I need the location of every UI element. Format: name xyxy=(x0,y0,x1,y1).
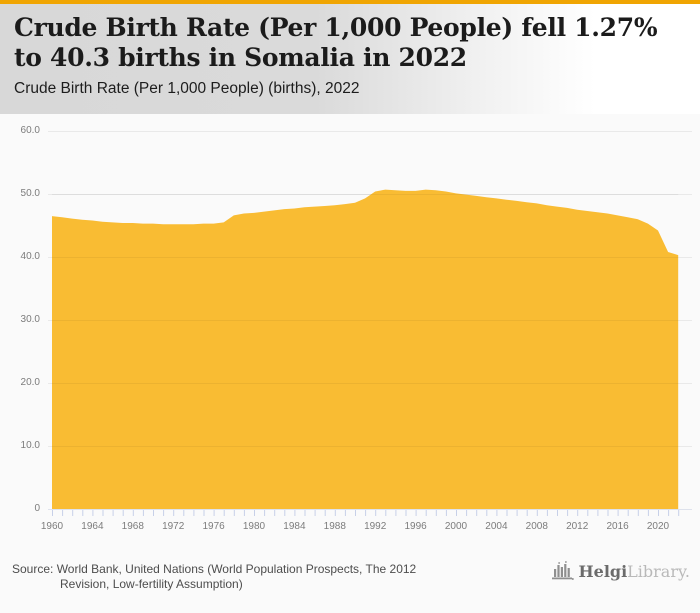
helgi-building-icon xyxy=(551,561,574,580)
area-plot xyxy=(48,131,692,516)
x-axis-tick-label: 1964 xyxy=(81,521,104,532)
x-axis-tick-label: 2016 xyxy=(606,521,629,532)
chart-subtitle: Crude Birth Rate (Per 1,000 People) (bir… xyxy=(14,80,360,97)
x-axis-tick-label: 1996 xyxy=(404,521,427,532)
logo-text-helgi: Helgi xyxy=(578,561,628,581)
x-axis-tick-label: 2004 xyxy=(485,521,508,532)
area-series xyxy=(52,189,679,509)
source-line-2: Revision, Low-fertility Assumption) xyxy=(60,577,243,591)
x-axis-tick-label: 1992 xyxy=(364,521,387,532)
x-axis-tick-label: 1984 xyxy=(283,521,306,532)
x-axis-tick-label: 2012 xyxy=(566,521,589,532)
logo-text-library: Library. xyxy=(627,561,690,581)
x-axis-tick-label: 1980 xyxy=(242,521,266,532)
source-note: Source: World Bank, United Nations (Worl… xyxy=(12,562,512,592)
accent-top-bar xyxy=(0,0,700,4)
birth-rate-area-chart: 60.0 50.0 40.0 30.0 20.0 10.0 0 1960 1964 1968 197… xyxy=(0,114,700,544)
y-axis-tick-label: 10.0 xyxy=(20,440,40,451)
chart-header: Crude Birth Rate (Per 1,000 People) fell… xyxy=(0,4,700,114)
x-axis-tick-label: 2000 xyxy=(444,521,468,532)
chart-footer: Source: World Bank, United Nations (Worl… xyxy=(0,548,700,613)
y-axis-tick-label: 40.0 xyxy=(20,251,40,262)
x-axis-tick-label: 2020 xyxy=(646,521,670,532)
page-title: Crude Birth Rate (Per 1,000 People) fell… xyxy=(14,13,658,72)
x-axis-tick-label: 1988 xyxy=(323,521,346,532)
logo-wordmark: HelgiLibrary. xyxy=(579,562,690,581)
x-axis-tick-label: 1976 xyxy=(202,521,225,532)
y-axis-tick-label: 60.0 xyxy=(20,125,40,136)
y-axis-tick-label: 20.0 xyxy=(20,377,40,388)
source-line-1: Source: World Bank, United Nations (Worl… xyxy=(12,562,417,576)
y-axis-tick-label: 50.0 xyxy=(20,188,40,199)
x-axis-tick-label: 1960 xyxy=(40,521,64,532)
x-axis-tick-label: 2008 xyxy=(525,521,548,532)
helgi-library-logo: HelgiLibrary. xyxy=(551,560,690,582)
x-axis-tick-label: 1968 xyxy=(121,521,144,532)
y-axis-tick-label: 30.0 xyxy=(20,314,40,325)
x-axis-tick-label: 1972 xyxy=(162,521,185,532)
y-axis-tick-label: 0 xyxy=(34,503,40,514)
